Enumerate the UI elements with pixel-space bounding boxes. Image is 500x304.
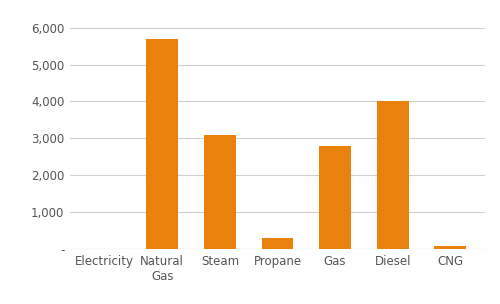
Bar <box>262 238 294 249</box>
Bar <box>146 39 178 249</box>
Bar <box>377 102 408 249</box>
Bar <box>204 135 236 249</box>
Bar <box>320 146 351 249</box>
Bar <box>434 246 466 249</box>
